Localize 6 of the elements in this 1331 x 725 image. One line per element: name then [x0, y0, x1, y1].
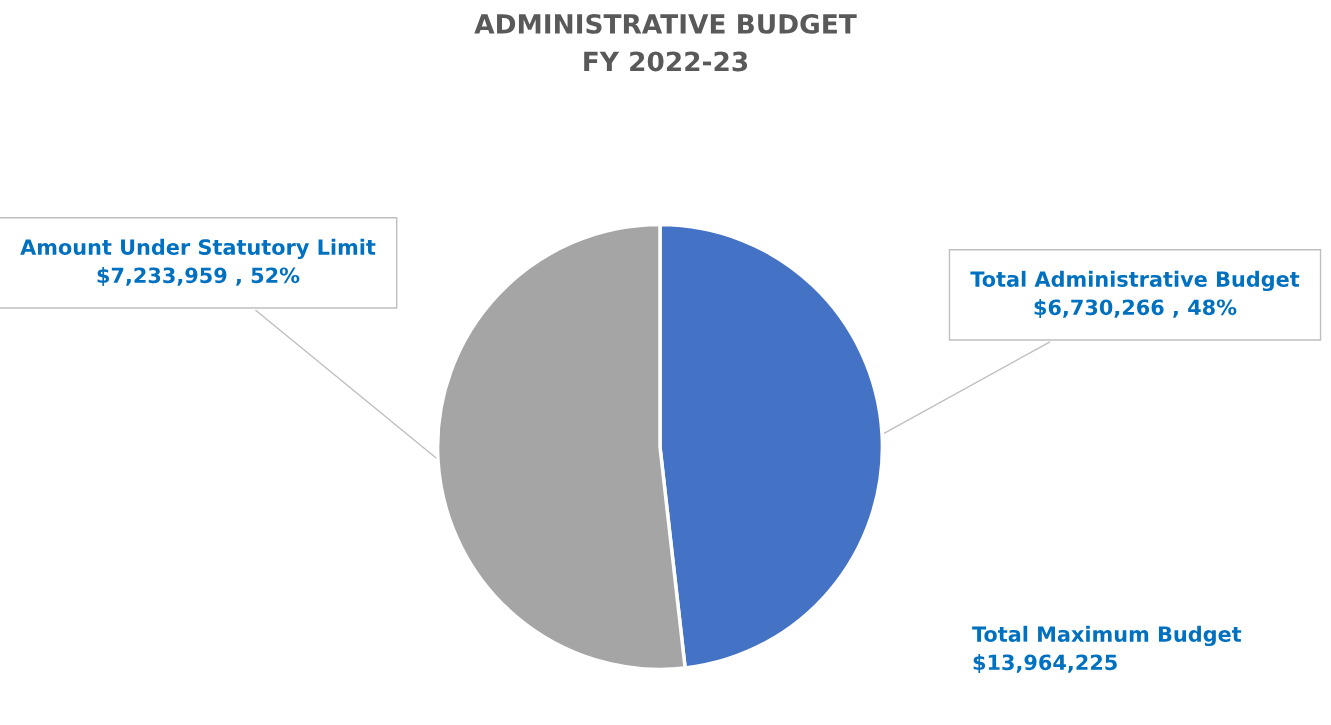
data-label: $7,233,959 , 52%: [97, 267, 300, 286]
slice-label: Total Administrative Budget: [970, 270, 1300, 292]
data-label: $6,730,266 , 48%: [1034, 299, 1237, 318]
chart-title: ADMINISTRATIVE BUDGET FY 2022-23: [474, 13, 857, 72]
text: Total Maximum Budget $13,964,225: [972, 625, 1242, 673]
slice-label: Amount Under Statutory Limit: [20, 238, 376, 260]
